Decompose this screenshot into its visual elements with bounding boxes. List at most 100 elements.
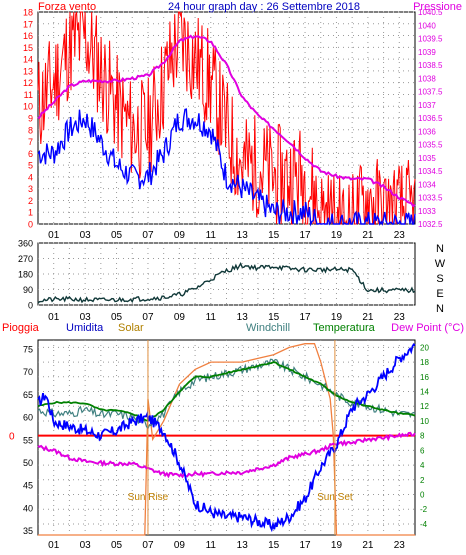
pressure-tick-label: 1037.5 xyxy=(418,88,443,97)
dew-point-line xyxy=(37,431,416,479)
legend-rain: Pioggia xyxy=(2,322,40,334)
pressure-line xyxy=(37,34,416,208)
temperature-tick-label: 16 xyxy=(420,373,429,382)
hour-tick-label: 07 xyxy=(142,540,154,551)
compass-label: N xyxy=(436,303,444,315)
wind-gust-line xyxy=(37,11,416,226)
wind-speed-tick-label: 10 xyxy=(23,102,33,112)
hour-tick-label: 03 xyxy=(80,230,92,241)
pressure-tick-label: 1035 xyxy=(418,154,436,163)
wind-average-line xyxy=(37,108,416,227)
wind-speed-tick-label: 15 xyxy=(23,43,33,53)
compass-label: N xyxy=(436,243,444,255)
hour-tick-label: 01 xyxy=(48,312,60,323)
sunrise-label: Sun Rise xyxy=(128,492,169,503)
hour-tick-label: 17 xyxy=(299,540,311,551)
pressure-tick-label: 1035.5 xyxy=(418,141,443,150)
windchill-line xyxy=(37,358,416,430)
wind-speed-tick-label: 3 xyxy=(28,184,33,194)
legend-dew-point: Dew Point (°C) xyxy=(391,322,464,334)
hour-tick-label: 13 xyxy=(237,312,249,323)
pressure-tick-label: 1040.5 xyxy=(418,8,443,17)
temperature-tick-label: 8 xyxy=(420,432,425,441)
pressure-tick-label: 1036.5 xyxy=(418,114,443,123)
direction-tick-label: 360 xyxy=(18,239,33,249)
chart-title: 24 hour graph day : 26 Settembre 2018 xyxy=(168,1,360,13)
pressure-tick-label: 1034 xyxy=(418,180,436,189)
pressure-label: Pressione xyxy=(413,1,462,13)
pressure-tick-label: 1038 xyxy=(418,74,436,83)
pressure-tick-label: 1033.5 xyxy=(418,194,443,203)
temperature-tick-label: 18 xyxy=(420,358,429,367)
pressure-tick-label: 1038.5 xyxy=(418,61,443,70)
hour-tick-label: 19 xyxy=(331,230,343,241)
legend-humidity: Umidita xyxy=(66,322,104,334)
direction-tick-label: 0 xyxy=(28,301,33,311)
temperature-tick-label: 14 xyxy=(420,388,429,397)
wind-speed-tick-label: 2 xyxy=(28,196,33,206)
hour-tick-label: 03 xyxy=(80,312,92,323)
hour-tick-label: 01 xyxy=(48,230,60,241)
legend-windchill: Windchill xyxy=(246,322,290,334)
wind-speed-tick-label: 5 xyxy=(28,161,33,171)
hour-tick-label: 19 xyxy=(331,540,343,551)
hour-tick-label: 11 xyxy=(206,540,217,551)
hour-tick-label: 21 xyxy=(362,312,374,323)
direction-tick-label: 270 xyxy=(18,254,33,264)
hour-tick-label: 05 xyxy=(111,540,123,551)
hour-tick-label: 09 xyxy=(174,312,186,323)
pressure-tick-label: 1039.5 xyxy=(418,35,443,44)
wind-speed-tick-label: 1 xyxy=(28,208,33,218)
temperature-tick-label: -4 xyxy=(420,520,428,529)
direction-tick-label: 180 xyxy=(18,270,33,280)
hour-tick-label: 15 xyxy=(268,540,280,551)
pressure-tick-label: 1033 xyxy=(418,207,436,216)
wind-speed-label: Forza vento xyxy=(38,1,96,13)
wind-speed-tick-label: 8 xyxy=(28,125,33,135)
hour-tick-label: 07 xyxy=(142,312,154,323)
pressure-tick-label: 1032.5 xyxy=(418,220,443,229)
compass-label: S xyxy=(436,273,443,285)
wind-speed-tick-label: 14 xyxy=(23,55,33,65)
temperature-tick-label: 0 xyxy=(420,491,425,500)
sunset-label: Sun Set xyxy=(317,492,353,503)
hour-tick-label: 21 xyxy=(362,540,374,551)
humidity-tick-label: 70 xyxy=(23,367,33,377)
humidity-tick-label: 75 xyxy=(23,345,33,355)
hour-tick-label: 23 xyxy=(394,540,406,551)
hour-tick-label: 13 xyxy=(237,540,249,551)
temperature-tick-label: 6 xyxy=(420,446,425,455)
hour-tick-label: 17 xyxy=(299,312,311,323)
hour-tick-label: 17 xyxy=(299,230,311,241)
legend-temperature: Temperatura xyxy=(313,322,376,334)
hour-tick-label: 09 xyxy=(174,540,186,551)
hour-tick-label: 07 xyxy=(142,230,154,241)
hour-tick-label: 13 xyxy=(237,230,249,241)
wind-speed-tick-label: 7 xyxy=(28,137,33,147)
hour-tick-label: 19 xyxy=(331,312,343,323)
hour-tick-label: 09 xyxy=(174,230,186,241)
compass-label: W xyxy=(435,258,446,270)
temperature-tick-label: 20 xyxy=(420,343,429,352)
hour-tick-label: 11 xyxy=(206,230,217,241)
pressure-tick-label: 1034.5 xyxy=(418,167,443,176)
humidity-tick-label: 65 xyxy=(23,390,33,400)
humidity-tick-label: 55 xyxy=(23,435,33,445)
wind-speed-tick-label: 18 xyxy=(23,8,33,18)
temperature-line xyxy=(37,361,416,422)
temperature-tick-label: 4 xyxy=(420,461,425,470)
wind-speed-tick-label: 4 xyxy=(28,172,33,182)
wind-speed-tick-label: 17 xyxy=(23,19,33,29)
wind-speed-tick-label: 6 xyxy=(28,149,33,159)
compass-label: E xyxy=(436,288,443,300)
wind-speed-tick-label: 12 xyxy=(23,78,33,88)
pressure-tick-label: 1040 xyxy=(418,21,436,30)
hour-tick-label: 05 xyxy=(111,312,123,323)
pressure-tick-label: 1037 xyxy=(418,101,436,110)
wind-speed-tick-label: 16 xyxy=(23,31,33,41)
temperature-tick-label: 10 xyxy=(420,417,429,426)
humidity-tick-label: 40 xyxy=(23,503,33,513)
solar-line xyxy=(38,343,415,536)
wind-speed-tick-label: 0 xyxy=(28,220,33,230)
